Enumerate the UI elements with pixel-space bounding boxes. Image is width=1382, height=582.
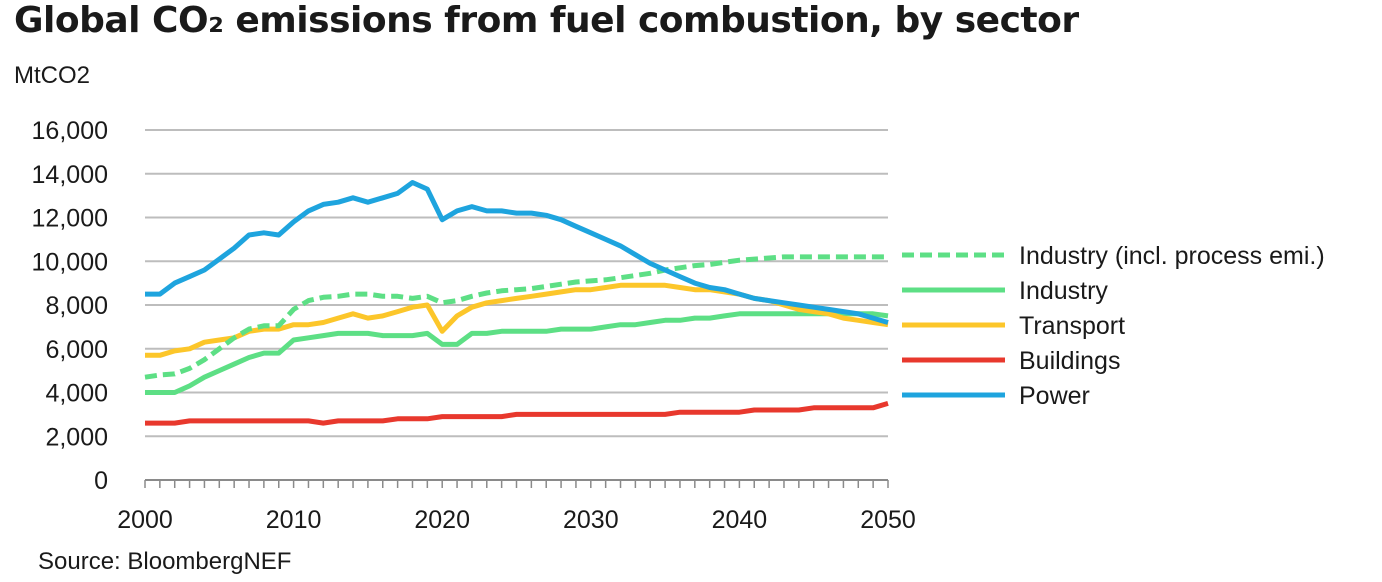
x-tick-label: 2050 (860, 506, 916, 534)
legend-label: Power (1019, 382, 1090, 410)
y-axis-unit-label: MtCO2 (14, 62, 91, 89)
series-line-power (145, 180, 889, 325)
source-note: Source: BloombergNEF (38, 548, 292, 575)
chart-title: Global CO₂ emissions from fuel combustio… (14, 0, 1079, 41)
series-line-buildings (145, 401, 889, 426)
legend: Industry (incl. process emi.) Industry Tra… (902, 242, 1325, 410)
y-tick-label: 0 (94, 467, 108, 495)
x-axis: 2000 2010 2020 2030 2040 2050 (117, 479, 916, 534)
series-lines (144, 180, 889, 426)
gridlines (145, 129, 888, 438)
legend-label: Industry (incl. process emi.) (1019, 242, 1325, 270)
series-line-transport (145, 282, 889, 358)
y-tick-label: 16,000 (32, 117, 108, 145)
legend-label: Transport (1019, 312, 1125, 340)
x-tick-label: 2040 (712, 506, 768, 534)
x-tick-label: 2020 (414, 506, 470, 534)
legend-label: Buildings (1019, 347, 1120, 375)
x-tick-label: 2000 (117, 506, 173, 534)
y-tick-label: 4,000 (45, 380, 108, 408)
series-line-industry (145, 311, 889, 395)
y-tick-label: 2,000 (45, 423, 108, 451)
y-tick-label: 14,000 (32, 161, 108, 189)
y-axis-ticks: 0 2,000 4,000 6,000 8,000 10,000 12,000 14,000 1… (32, 117, 108, 495)
series-line-industry-incl-process-emi (144, 254, 888, 380)
y-tick-label: 12,000 (32, 205, 108, 233)
y-tick-label: 8,000 (45, 292, 108, 320)
y-tick-label: 6,000 (45, 336, 108, 364)
legend-label: Industry (1019, 277, 1108, 305)
x-tick-label: 2010 (266, 506, 322, 534)
x-tick-label: 2030 (563, 506, 619, 534)
y-tick-label: 10,000 (32, 248, 108, 276)
